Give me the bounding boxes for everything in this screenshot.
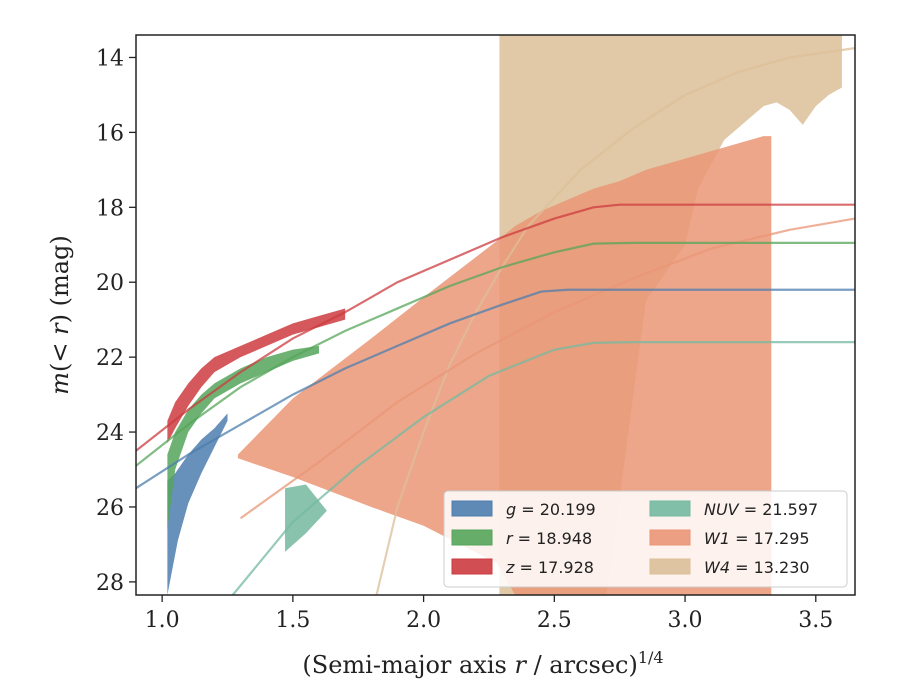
fit-line-w4 [375, 47, 855, 595]
y-axis: 14 16 18 20 22 24 26 28 [96, 46, 136, 596]
x-tick-label: 3.0 [668, 608, 703, 633]
legend-box [443, 490, 848, 588]
y-tick-label: 18 [96, 196, 124, 221]
legend-label-r: r = 18.948 [506, 529, 592, 548]
x-axis-label: (Semi-major axis r / arcsec)1/4 [302, 648, 663, 679]
y-tick-label: 24 [96, 421, 124, 446]
legend-swatch-w4 [649, 558, 691, 575]
fit-line-r [136, 241, 855, 467]
y-tick-label: 22 [96, 346, 124, 371]
legend-swatch-z [451, 558, 493, 575]
legend-swatch-nuv [649, 500, 691, 517]
fit-line-w1 [239, 217, 855, 520]
x-tick-label: 2.0 [406, 608, 441, 633]
legend-label-g: g = 20.199 [506, 500, 596, 519]
band-r [167, 345, 320, 530]
plot-frame [135, 34, 856, 596]
fit-line-nuv [231, 341, 855, 595]
y-tick-label: 20 [96, 271, 124, 296]
legend: g = 20.199 r = 18.948 z = 17.928 NUV = 21.5… [443, 490, 848, 588]
legend-swatch-g [451, 500, 493, 517]
x-tick-label: 1.5 [275, 608, 310, 633]
legend-label-w4: W4 = 13.230 [704, 558, 810, 577]
y-axis-label: m(< r) (mag) [46, 235, 74, 395]
legend-swatch-w1 [649, 529, 691, 546]
y-tick-label: 16 [96, 121, 124, 146]
band-w1 [237, 136, 772, 595]
legend-swatch-r [451, 529, 493, 546]
x-tick-label: 1.0 [145, 608, 180, 633]
y-tick-label: 26 [96, 496, 124, 521]
band-nuv [285, 484, 327, 552]
y-tick-label: 14 [96, 46, 124, 71]
x-tick-label: 2.5 [537, 608, 572, 633]
legend-label-z: z = 17.928 [505, 558, 594, 577]
legend-label-w1: W1 = 17.295 [704, 529, 810, 548]
x-axis: 1.0 1.5 2.0 2.5 3.0 3.5 [145, 595, 833, 633]
legend-label-nuv: NUV = 21.597 [704, 500, 818, 519]
y-tick-label: 28 [96, 571, 124, 596]
plot-area [136, 35, 855, 595]
fit-line-z [136, 203, 855, 452]
fit-line-g [136, 288, 855, 490]
x-tick-label: 3.5 [798, 608, 833, 633]
